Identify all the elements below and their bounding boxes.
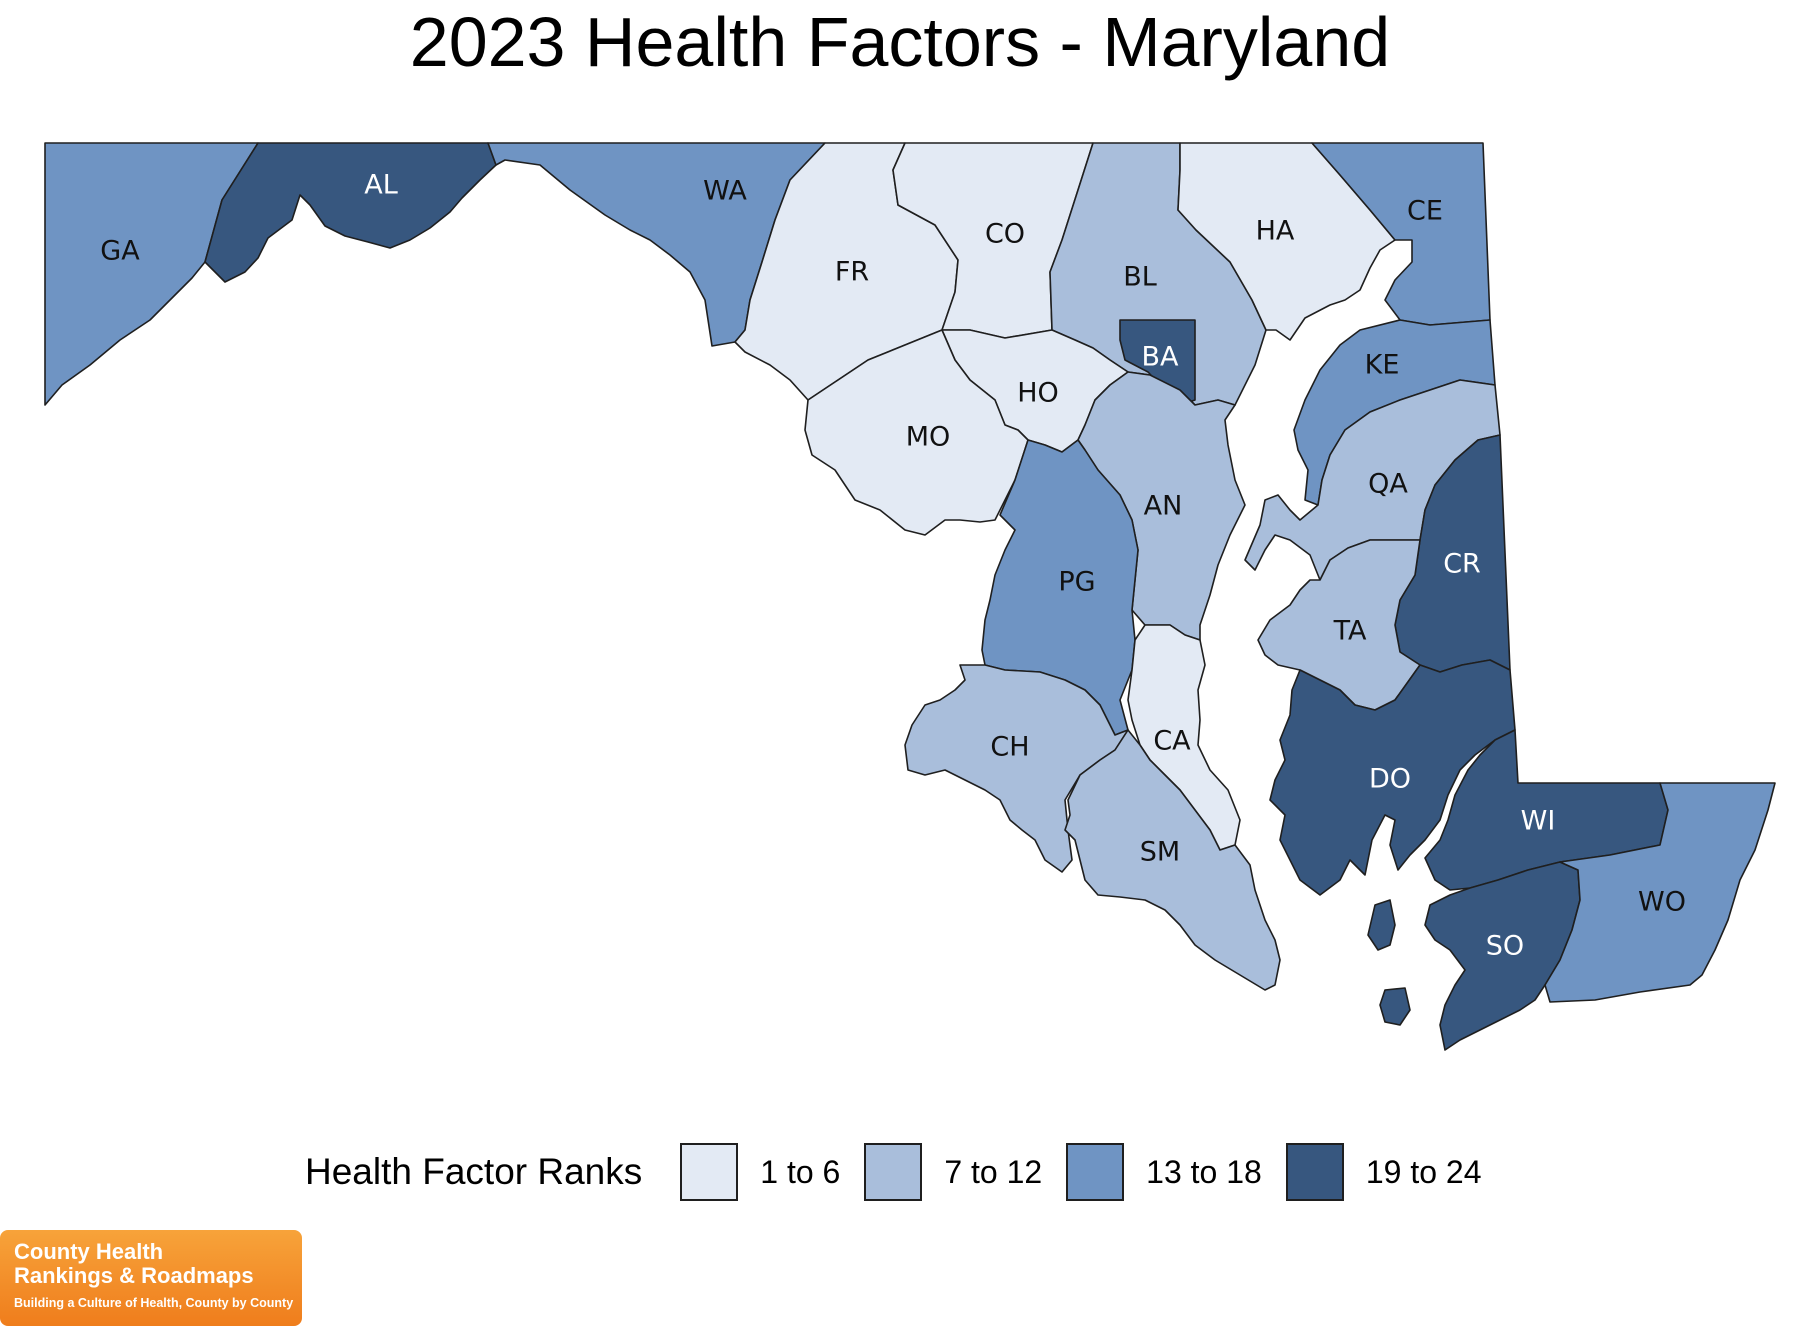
legend-label: 1 to 6 bbox=[760, 1153, 841, 1190]
legend-label: 13 to 18 bbox=[1146, 1153, 1262, 1190]
logo-line-1: County Health bbox=[14, 1239, 164, 1264]
county-label-GA: GA bbox=[100, 236, 140, 267]
county-label-WI: WI bbox=[1521, 806, 1556, 837]
county-health-rankings-logo[interactable]: County Health Rankings & Roadmaps Buildi… bbox=[0, 1230, 302, 1326]
legend-label: 19 to 24 bbox=[1365, 1153, 1482, 1190]
map-title: 2023 Health Factors - Maryland bbox=[409, 3, 1391, 81]
county-DO-island bbox=[1367, 899, 1396, 951]
county-TA[interactable] bbox=[1257, 539, 1421, 711]
county-label-BL: BL bbox=[1123, 262, 1157, 293]
county-label-KE: KE bbox=[1365, 350, 1400, 381]
legend-item-19-24: 19 to 24 bbox=[1285, 1143, 1482, 1201]
county-label-DO: DO bbox=[1369, 764, 1411, 795]
county-label-WA: WA bbox=[703, 176, 747, 207]
county-label-AN: AN bbox=[1144, 491, 1183, 522]
county-label-FR: FR bbox=[835, 257, 869, 288]
legend-item-13-18: 13 to 18 bbox=[1066, 1143, 1262, 1201]
county-label-WO: WO bbox=[1638, 887, 1686, 918]
county-label-TA: TA bbox=[1333, 616, 1367, 647]
legend-swatch bbox=[680, 1143, 739, 1201]
county-label-HO: HO bbox=[1017, 378, 1059, 409]
legend-label: 7 to 12 bbox=[944, 1153, 1043, 1190]
county-label-HA: HA bbox=[1256, 216, 1295, 247]
legend: Health Factor Ranks 1 to 6 7 to 12 13 to… bbox=[305, 1140, 1505, 1204]
county-CH[interactable] bbox=[904, 664, 1129, 873]
county-label-CH: CH bbox=[990, 732, 1029, 763]
legend-title: Health Factor Ranks bbox=[305, 1151, 643, 1192]
county-label-PG: PG bbox=[1058, 567, 1095, 598]
legend-item-7-12: 7 to 12 bbox=[864, 1143, 1042, 1201]
county-label-BA: BA bbox=[1142, 342, 1180, 373]
county-label-CO: CO bbox=[985, 219, 1025, 250]
county-MO[interactable] bbox=[804, 329, 1029, 536]
county-label-SM: SM bbox=[1140, 837, 1180, 868]
county-label-QA: QA bbox=[1368, 469, 1408, 500]
county-label-MO: MO bbox=[906, 422, 951, 453]
county-label-AL: AL bbox=[364, 170, 398, 201]
county-SM[interactable] bbox=[1064, 729, 1281, 991]
legend-swatch bbox=[864, 1143, 923, 1201]
legend-swatch bbox=[1066, 1143, 1125, 1201]
county-label-CR: CR bbox=[1443, 549, 1481, 580]
logo-tagline: Building a Culture of Health, County by … bbox=[14, 1296, 294, 1310]
legend-item-1-6: 1 to 6 bbox=[680, 1143, 840, 1201]
county-label-CA: CA bbox=[1153, 726, 1191, 757]
county-DO[interactable] bbox=[1269, 659, 1516, 896]
county-AL[interactable] bbox=[204, 142, 497, 283]
county-SO-island bbox=[1379, 987, 1411, 1026]
county-label-SO: SO bbox=[1486, 931, 1524, 962]
logo-line-2: Rankings & Roadmaps bbox=[14, 1263, 254, 1288]
legend-swatch bbox=[1285, 1143, 1344, 1201]
county-label-CE: CE bbox=[1407, 196, 1443, 227]
county-WO[interactable] bbox=[1544, 782, 1776, 1003]
